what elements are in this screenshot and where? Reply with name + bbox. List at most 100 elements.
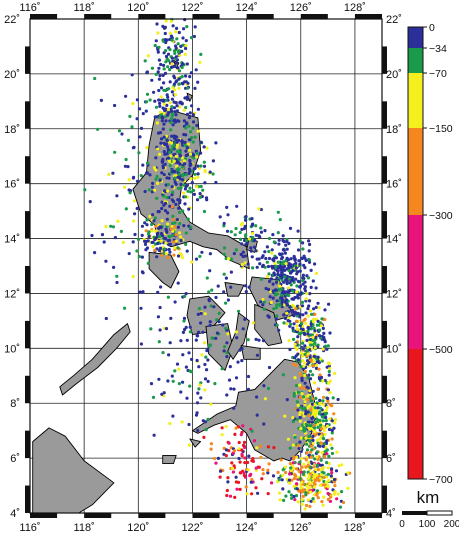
earthquake-point xyxy=(155,196,159,200)
earthquake-point xyxy=(192,192,196,196)
frame-tick xyxy=(138,14,166,19)
earthquake-point xyxy=(252,439,257,443)
latitude-label-left: 22˚ xyxy=(4,14,20,26)
earthquake-point xyxy=(283,275,287,279)
earthquake-point xyxy=(313,414,317,418)
earthquake-point xyxy=(156,241,160,246)
earthquake-point xyxy=(186,153,190,157)
earthquake-point xyxy=(321,466,325,470)
earthquake-point xyxy=(207,290,211,294)
earthquake-point xyxy=(156,315,160,319)
earthquake-point xyxy=(335,497,339,501)
earthquake-point xyxy=(313,262,317,266)
earthquake-point xyxy=(161,106,165,110)
earthquake-point xyxy=(319,458,323,462)
earthquake-point xyxy=(318,334,322,338)
earthquake-point xyxy=(286,290,290,294)
earthquake-point xyxy=(308,504,312,508)
earthquake-point xyxy=(254,233,258,237)
earthquake-point xyxy=(284,243,288,247)
earthquake-point xyxy=(226,476,230,480)
earthquake-point xyxy=(311,389,315,393)
earthquake-point xyxy=(277,491,282,495)
earthquake-point xyxy=(266,468,270,472)
earthquake-point xyxy=(166,113,170,117)
earthquake-point xyxy=(261,254,265,258)
earthquake-point xyxy=(135,179,139,183)
earthquake-point xyxy=(157,88,161,93)
earthquake-point xyxy=(323,432,327,436)
depth-band xyxy=(408,215,423,349)
earthquake-point xyxy=(312,429,316,433)
earthquake-point xyxy=(203,341,207,345)
earthquake-point xyxy=(296,390,300,394)
earthquake-point xyxy=(333,484,337,488)
earthquake-point xyxy=(132,175,136,179)
earthquake-point xyxy=(333,417,338,422)
frame-tick xyxy=(382,156,387,184)
earthquake-point xyxy=(244,218,248,222)
earthquake-point xyxy=(250,223,254,227)
earthquake-point xyxy=(272,307,276,311)
earthquake-point xyxy=(295,400,299,404)
earthquake-point xyxy=(166,379,170,383)
earthquake-point xyxy=(273,262,277,266)
earthquake-point xyxy=(139,126,144,130)
earthquake-point xyxy=(140,224,144,228)
earthquake-point xyxy=(306,410,310,414)
earthquake-point xyxy=(238,230,242,235)
landmass-outline xyxy=(254,303,283,347)
earthquake-point xyxy=(132,199,136,203)
earthquake-point xyxy=(251,231,255,235)
earthquake-point xyxy=(311,438,315,442)
colorbar-label: −700 xyxy=(429,474,453,486)
earthquake-point xyxy=(313,346,317,350)
earthquake-point xyxy=(249,249,253,253)
earthquake-point xyxy=(168,250,172,254)
earthquake-point xyxy=(283,465,287,469)
earthquake-point xyxy=(174,101,178,105)
earthquake-point xyxy=(209,447,213,451)
earthquake-point xyxy=(315,489,320,493)
earthquake-point xyxy=(325,439,329,443)
earthquake-point xyxy=(242,473,246,478)
earthquake-point xyxy=(280,478,284,482)
earthquake-point xyxy=(214,141,218,145)
earthquake-point xyxy=(168,47,172,52)
earthquake-point xyxy=(151,213,155,217)
earthquake-point xyxy=(176,281,180,285)
earthquake-point xyxy=(124,94,128,98)
longitude-label-bottom: 118˚ xyxy=(74,522,95,534)
earthquake-point xyxy=(188,169,192,173)
earthquake-point xyxy=(104,224,108,229)
latitude-label-left: 12˚ xyxy=(4,288,20,300)
earthquake-point xyxy=(271,296,275,300)
earthquake-point xyxy=(282,303,286,307)
earthquake-point xyxy=(290,464,294,468)
earthquake-point xyxy=(167,87,171,91)
earthquake-point xyxy=(180,256,184,260)
earthquake-point xyxy=(296,335,300,339)
earthquake-point xyxy=(240,448,244,452)
earthquake-point xyxy=(183,140,187,144)
earthquake-point xyxy=(330,419,334,423)
earthquake-point xyxy=(143,189,147,194)
earthquake-point xyxy=(338,505,343,509)
earthquake-point xyxy=(255,413,259,417)
earthquake-point xyxy=(202,164,207,168)
earthquake-point xyxy=(307,420,311,424)
earthquake-point xyxy=(163,209,168,213)
earthquake-point xyxy=(255,353,259,357)
earthquake-point xyxy=(191,126,195,130)
earthquake-point xyxy=(99,98,103,102)
earthquake-point xyxy=(282,321,286,325)
earthquake-point xyxy=(195,123,199,128)
earthquake-point xyxy=(293,376,297,380)
earthquake-point xyxy=(165,217,169,221)
earthquake-point xyxy=(329,474,333,478)
earthquake-point xyxy=(232,252,236,256)
earthquake-point xyxy=(319,324,323,328)
earthquake-point xyxy=(269,277,273,281)
earthquake-point xyxy=(175,135,179,139)
earthquake-point xyxy=(203,362,207,367)
